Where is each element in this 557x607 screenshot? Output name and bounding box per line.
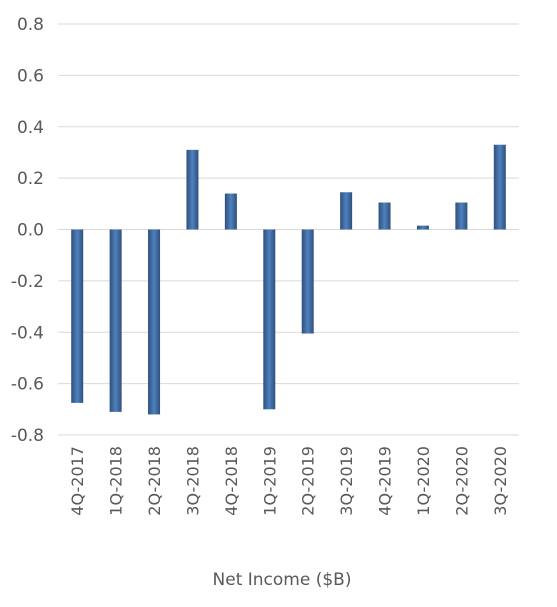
x-axis-categories: 4Q-2017 1Q-2018 2Q-2018 3Q-2018 4Q-2018 1Q-20…: [68, 446, 510, 516]
x-axis-title: Net Income ($B): [213, 570, 352, 590]
y-tick-label: 0.4: [17, 118, 44, 138]
bar-3q-2020: [493, 144, 506, 230]
y-tick-label: 0.8: [17, 15, 44, 35]
x-category-label: 2Q-2020: [452, 446, 471, 516]
bar-4q-2018: [224, 193, 237, 230]
x-category-label: 2Q-2018: [145, 446, 164, 516]
y-tick-label: -0.8: [11, 426, 44, 446]
x-category-label: 4Q-2018: [222, 446, 241, 516]
x-category-label: 3Q-2020: [491, 446, 510, 516]
bar-2q-2018: [148, 229, 161, 415]
gridlines: [58, 23, 519, 436]
y-tick-label: -0.4: [11, 323, 44, 343]
x-category-label: 4Q-2017: [68, 446, 87, 516]
bar-1q-2020: [416, 225, 429, 230]
bar-1q-2019: [263, 229, 276, 410]
bars: [71, 144, 506, 415]
x-category-label: 1Q-2019: [260, 446, 279, 516]
x-category-label: 3Q-2019: [337, 446, 356, 516]
bar-4q-2019: [378, 202, 391, 230]
bar-2q-2020: [455, 202, 468, 230]
x-category-label: 3Q-2018: [183, 446, 202, 516]
y-tick-label: -0.6: [11, 375, 44, 395]
x-category-label: 1Q-2018: [107, 446, 126, 516]
bar-4q-2017: [71, 229, 84, 403]
x-category-label: 2Q-2019: [299, 446, 318, 516]
bar-3q-2019: [340, 192, 353, 230]
y-tick-label: 0.2: [17, 169, 44, 189]
x-category-label: 1Q-2020: [414, 446, 433, 516]
y-tick-label: 0.6: [17, 66, 44, 86]
y-tick-label: 0.0: [17, 221, 44, 241]
x-category-label: 4Q-2019: [376, 446, 395, 516]
bar-1q-2018: [109, 229, 122, 412]
bar-2q-2019: [301, 229, 314, 334]
y-axis-ticks: 0.8 0.6 0.4 0.2 0.0 -0.2 -0.4 -0.6 -0.8: [11, 15, 44, 446]
y-tick-label: -0.2: [11, 272, 44, 292]
bar-3q-2018: [186, 149, 199, 230]
